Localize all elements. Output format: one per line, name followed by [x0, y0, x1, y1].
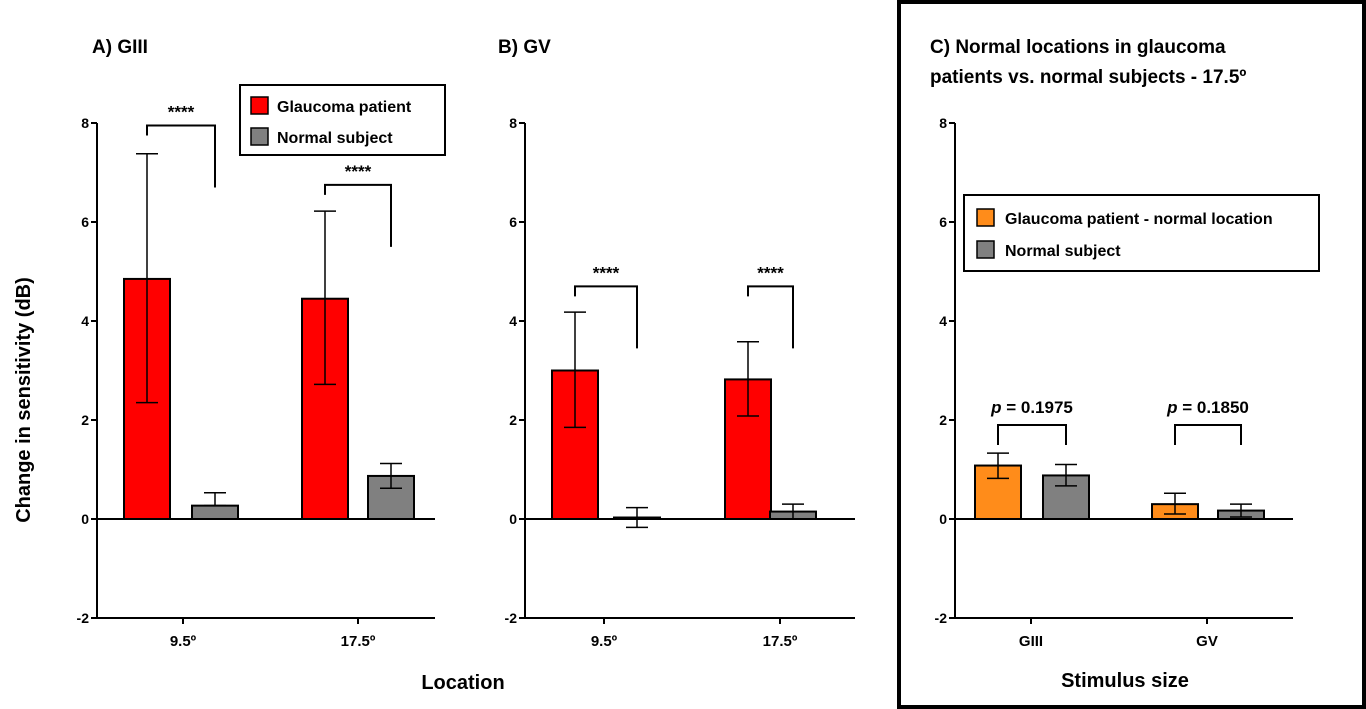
panel-c-title-line1: C) Normal locations in glaucoma — [930, 37, 1226, 58]
panel-a-bar — [191, 504, 239, 521]
panel-c-significance-bracket — [1174, 423, 1242, 445]
panel-c-x-tick-label: GIII — [1019, 633, 1043, 650]
panel-c-x-axis-label: Stimulus size — [1061, 670, 1189, 692]
panel-c-y-tick-label: 8 — [939, 115, 947, 131]
panel-b-y-tick-label: -2 — [505, 610, 518, 626]
panel-a-y-tick-label: 0 — [81, 511, 89, 527]
panel-b-significance-label: **** — [593, 263, 620, 282]
panel-c-significance-bracket — [997, 423, 1067, 445]
panel-a-x-tick-label: 17.5º — [341, 633, 376, 650]
panel-b-significance-label: **** — [757, 263, 784, 282]
panel-a-significance-label: **** — [168, 102, 195, 121]
panel-b-x-tick-label: 9.5º — [591, 633, 618, 650]
panel-c-y-tick-label: 6 — [939, 214, 947, 230]
panel-b-y-tick-label: 6 — [509, 214, 517, 230]
panel-a-significance-bracket — [324, 183, 392, 247]
panel-b-y-tick-label: 0 — [509, 511, 517, 527]
panel-a-y-tick-label: -2 — [77, 610, 90, 626]
panel-a-significance-label: **** — [345, 162, 372, 181]
panel-a-plot: -2 0 2 4 6 8 9.5º 17.5º **** **** — [77, 102, 435, 650]
legend-a-swatch-normal — [250, 127, 269, 146]
panel-a-legend: Glaucoma patient Normal subject — [239, 84, 446, 156]
legend-a-label-normal: Normal subject — [277, 130, 393, 147]
panel-a-y-tick-label: 2 — [81, 412, 89, 428]
panel-c-x-tick-label: GV — [1196, 633, 1218, 650]
legend-c-box — [963, 194, 1320, 272]
legend-c-swatch-glaucoma-normal-loc — [976, 208, 995, 227]
panel-a-title: A) GIII — [92, 37, 148, 58]
panel-b-y-tick-label: 4 — [509, 313, 517, 329]
panel-a-b-x-axis-label: Location — [421, 672, 504, 694]
panel-b-y-tick-label: 2 — [509, 412, 517, 428]
panel-b-x-tick-label: 17.5º — [763, 633, 798, 650]
panel-b-y-tick-label: 8 — [509, 115, 517, 131]
panel-a-y-tick-label: 6 — [81, 214, 89, 230]
panel-c-y-tick-label: 4 — [939, 313, 947, 329]
panel-b-title: B) GV — [498, 37, 551, 58]
panel-a-significance-bracket — [146, 124, 216, 188]
legend-c-label-glaucoma-normal-loc: Glaucoma patient - normal location — [1005, 211, 1273, 228]
panel-c-frame — [897, 0, 1366, 709]
panel-c-y-tick-label: -2 — [935, 610, 948, 626]
panel-a-x-tick-label: 9.5º — [170, 633, 197, 650]
panel-c-title-line2: patients vs. normal subjects - 17.5º — [930, 67, 1246, 88]
panel-c-legend: Glaucoma patient - normal location Norma… — [963, 194, 1320, 272]
panel-b-significance-bracket — [574, 285, 638, 349]
panel-c-y-tick-label: 2 — [939, 412, 947, 428]
panel-c-p-value-label: p = 0.1850 — [1166, 398, 1249, 417]
legend-c-label-normal: Normal subject — [1005, 243, 1121, 260]
legend-a-box — [239, 84, 446, 156]
legend-c-swatch-normal — [976, 240, 995, 259]
panel-c-plot: -2 0 2 4 6 8 GIII GV p = 0.1975 p = 0.1850 — [935, 115, 1293, 650]
legend-a-label-glaucoma: Glaucoma patient — [277, 99, 412, 116]
y-axis-label: Change in sensitivity (dB) — [13, 277, 35, 523]
panel-a-y-tick-label: 8 — [81, 115, 89, 131]
panel-b-significance-bracket — [747, 285, 794, 349]
legend-a-swatch-glaucoma — [250, 96, 269, 115]
panel-c-p-value-label: p = 0.1975 — [990, 398, 1073, 417]
panel-c-y-tick-label: 0 — [939, 511, 947, 527]
panel-a-y-tick-label: 4 — [81, 313, 89, 329]
panel-b-plot: -2 0 2 4 6 8 9.5º 17.5º **** **** — [505, 115, 855, 650]
